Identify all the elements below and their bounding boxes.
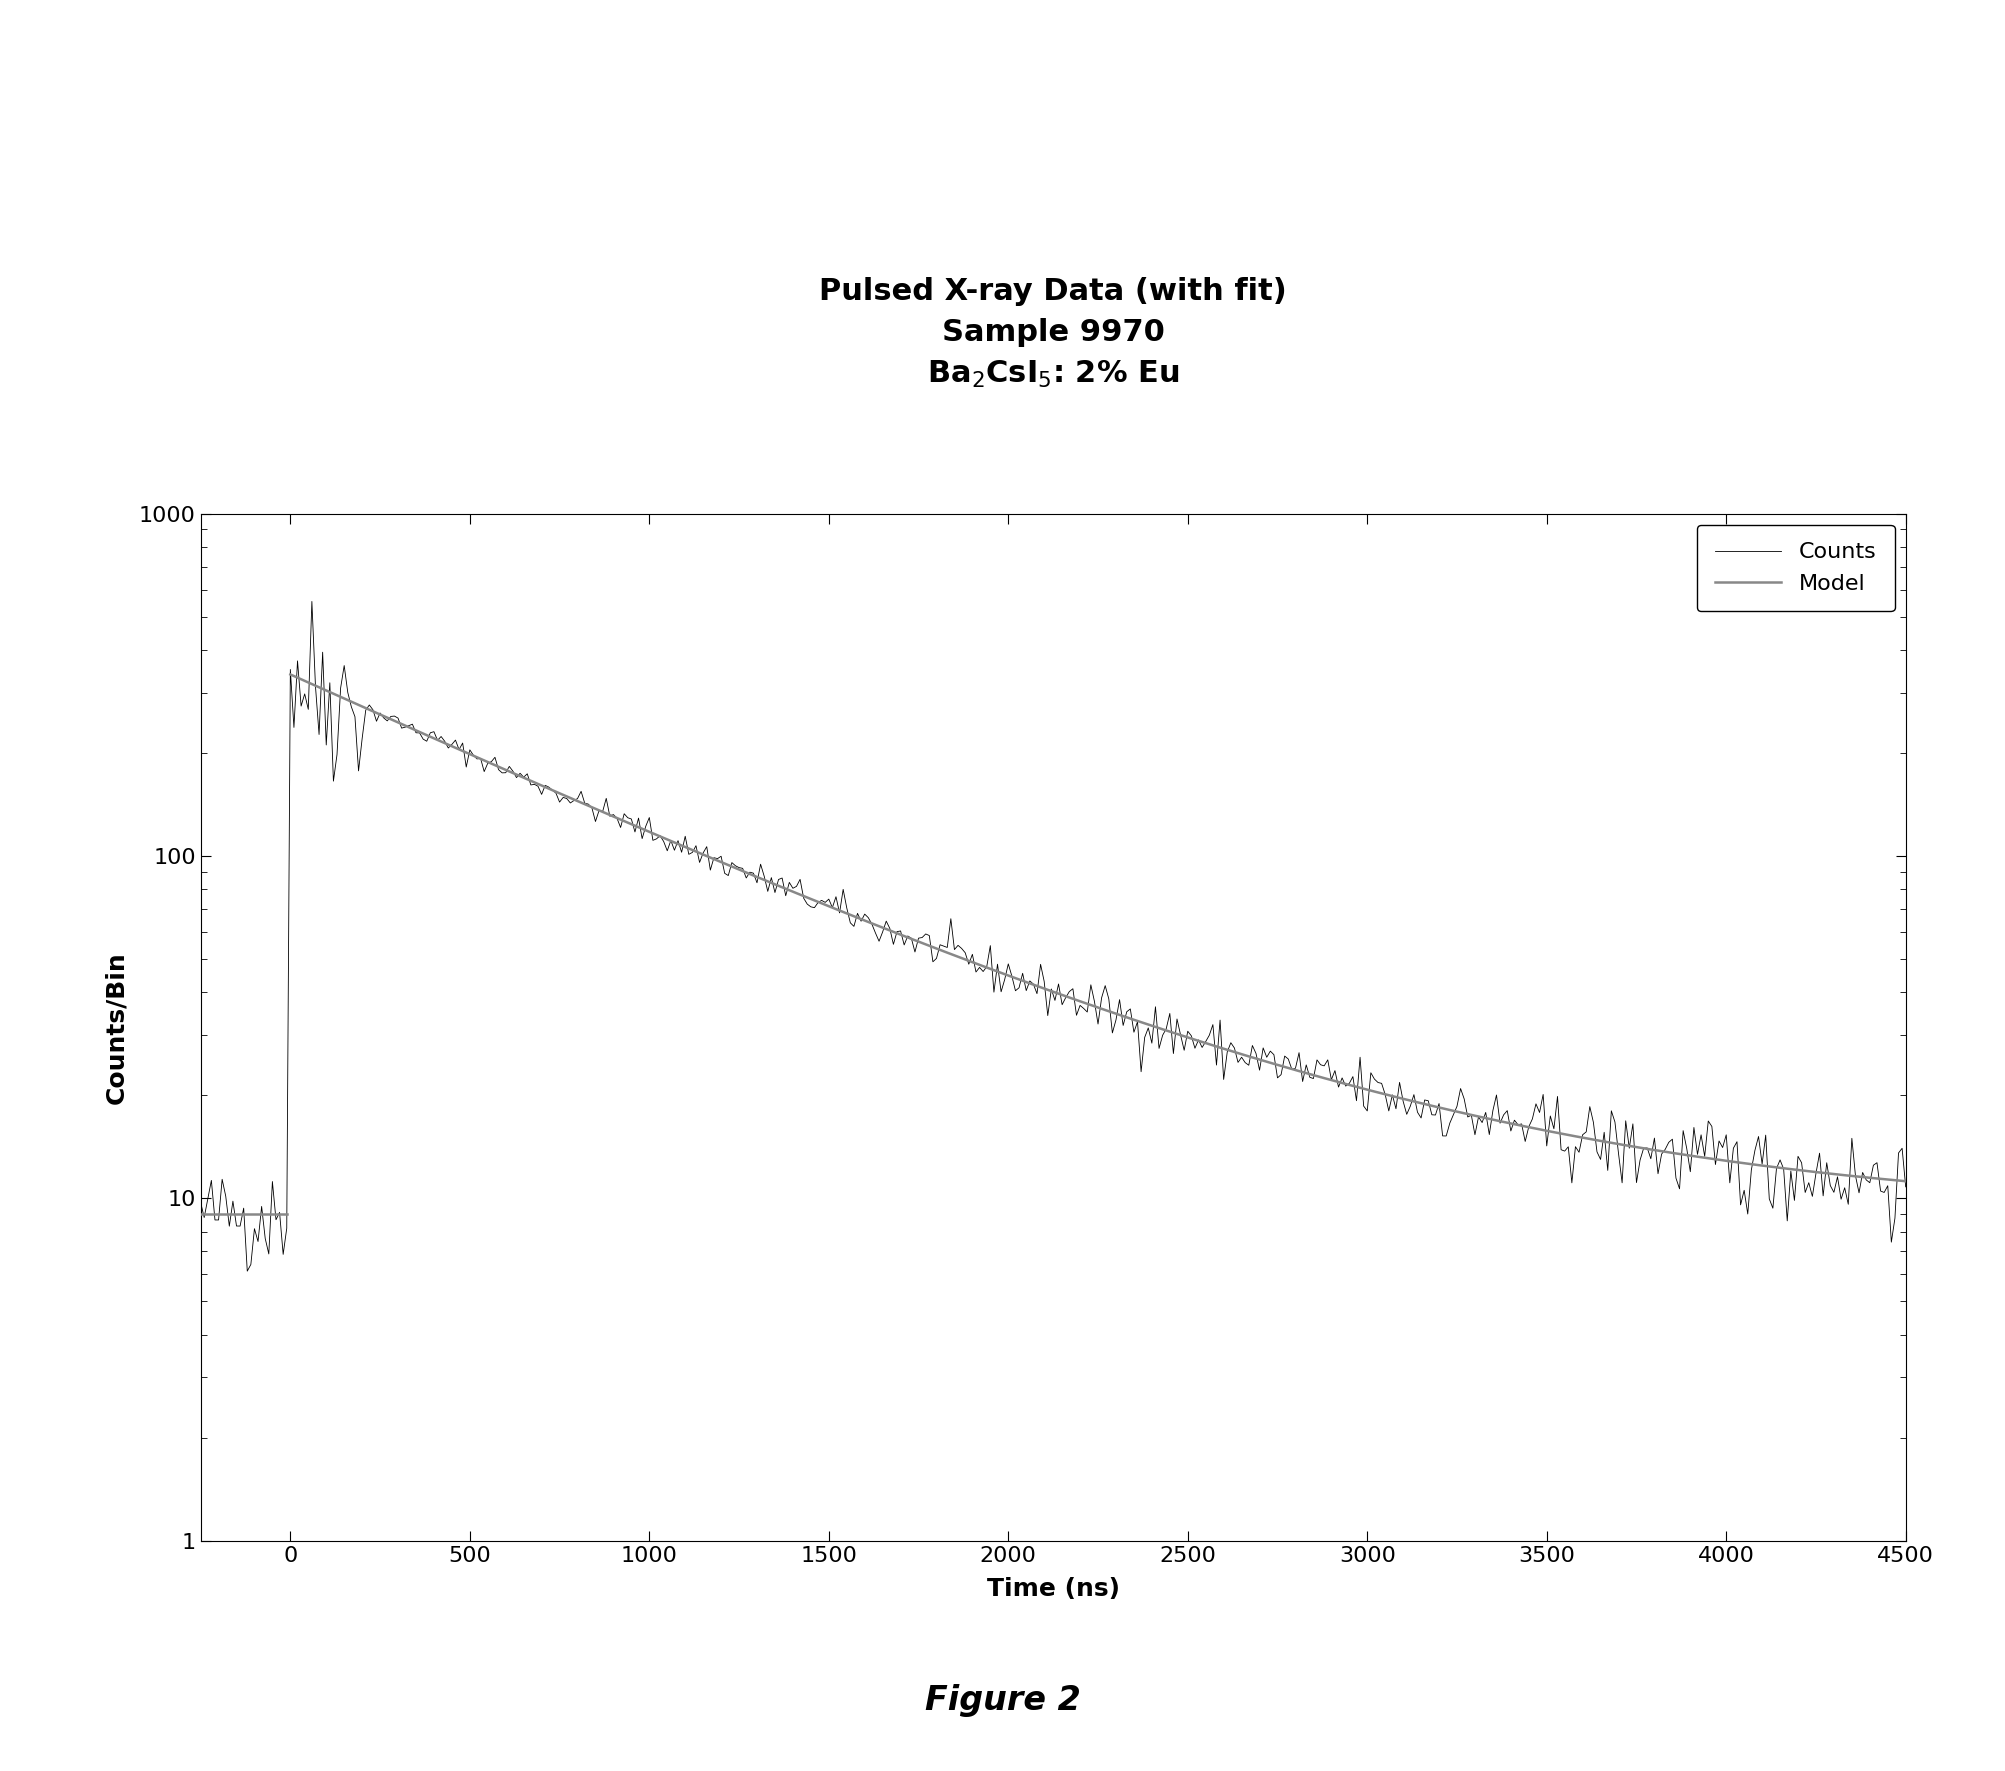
Counts [1289,1071,1313,1093]
Counts [188,1192,213,1213]
Counts [706,848,730,870]
X-axis label: Time (ns): Time (ns) [986,1576,1119,1601]
Line: Model: Model [291,675,1905,1181]
Counts [1893,1176,1917,1197]
Model [1157,1022,1181,1043]
Legend: Counts, Model: Counts, Model [1696,524,1893,611]
Text: Pulsed X-ray Data (with fit)
Sample 9970
Ba$_2$CsI$_5$: 2% Eu: Pulsed X-ray Data (with fit) Sample 9970… [818,276,1287,390]
Counts [235,1261,259,1282]
Model [1630,1137,1654,1158]
Model [1893,1171,1917,1192]
Line: Counts: Counts [200,602,1905,1272]
Counts [856,907,880,928]
Model [515,769,539,790]
Y-axis label: Counts/Bin: Counts/Bin [104,951,128,1103]
Counts [1111,1015,1135,1036]
Model [279,664,303,685]
Text: Figure 2: Figure 2 [924,1684,1081,1716]
Model [1369,1082,1393,1103]
Counts [1458,1105,1482,1126]
Counts [299,592,323,613]
Model [353,698,377,719]
Counts [1287,1041,1311,1063]
Model [946,946,970,967]
